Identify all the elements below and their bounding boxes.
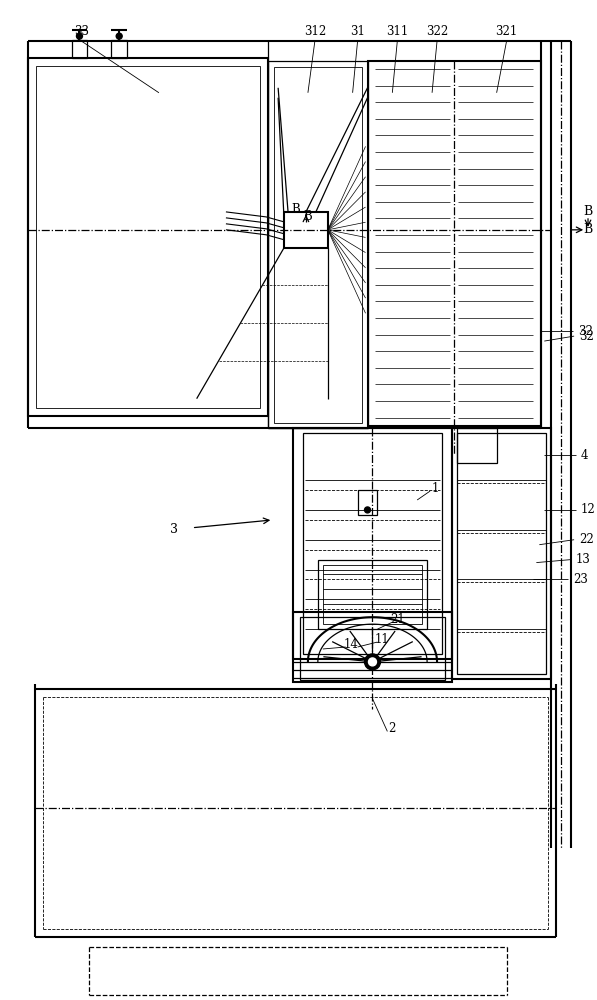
Circle shape [365, 507, 371, 513]
Text: 321: 321 [496, 25, 518, 38]
Text: 22: 22 [579, 533, 594, 546]
Text: 23: 23 [573, 573, 588, 586]
Bar [274, 67, 362, 423]
Bar [323, 565, 422, 624]
Text: B: B [303, 210, 312, 223]
Bar [36, 66, 260, 408]
Bar [457, 433, 546, 674]
Text: 11: 11 [375, 633, 390, 646]
Text: 32: 32 [578, 325, 593, 338]
Text: 14: 14 [343, 638, 358, 651]
Text: 12: 12 [581, 503, 596, 516]
Text: 21: 21 [390, 613, 405, 626]
Bar [368, 61, 541, 426]
Text: B: B [584, 223, 593, 236]
Bar [452, 428, 551, 679]
Bar [111, 40, 127, 58]
Bar [457, 428, 497, 463]
Bar [358, 490, 377, 515]
Bar [293, 428, 452, 659]
Bar [28, 58, 268, 416]
Circle shape [365, 654, 380, 670]
Bar [300, 617, 445, 680]
Text: 2: 2 [389, 722, 396, 735]
Text: 4: 4 [581, 449, 589, 462]
Text: 31: 31 [350, 25, 365, 38]
Text: B: B [583, 205, 593, 218]
Text: 312: 312 [304, 25, 326, 38]
Text: 1: 1 [432, 482, 439, 495]
Bar [318, 560, 427, 629]
Bar [303, 433, 442, 654]
Text: B: B [291, 203, 300, 216]
Text: 311: 311 [386, 25, 408, 38]
Bar [293, 612, 452, 682]
Text: 33: 33 [74, 25, 89, 38]
Text: 32: 32 [579, 330, 594, 343]
Circle shape [368, 658, 377, 666]
Text: 3: 3 [170, 523, 178, 536]
Circle shape [76, 33, 82, 39]
Text: 322: 322 [426, 25, 448, 38]
Bar [72, 40, 87, 58]
Bar [284, 212, 328, 248]
Circle shape [116, 33, 122, 39]
Text: 13: 13 [576, 553, 591, 566]
Bar [268, 61, 368, 428]
